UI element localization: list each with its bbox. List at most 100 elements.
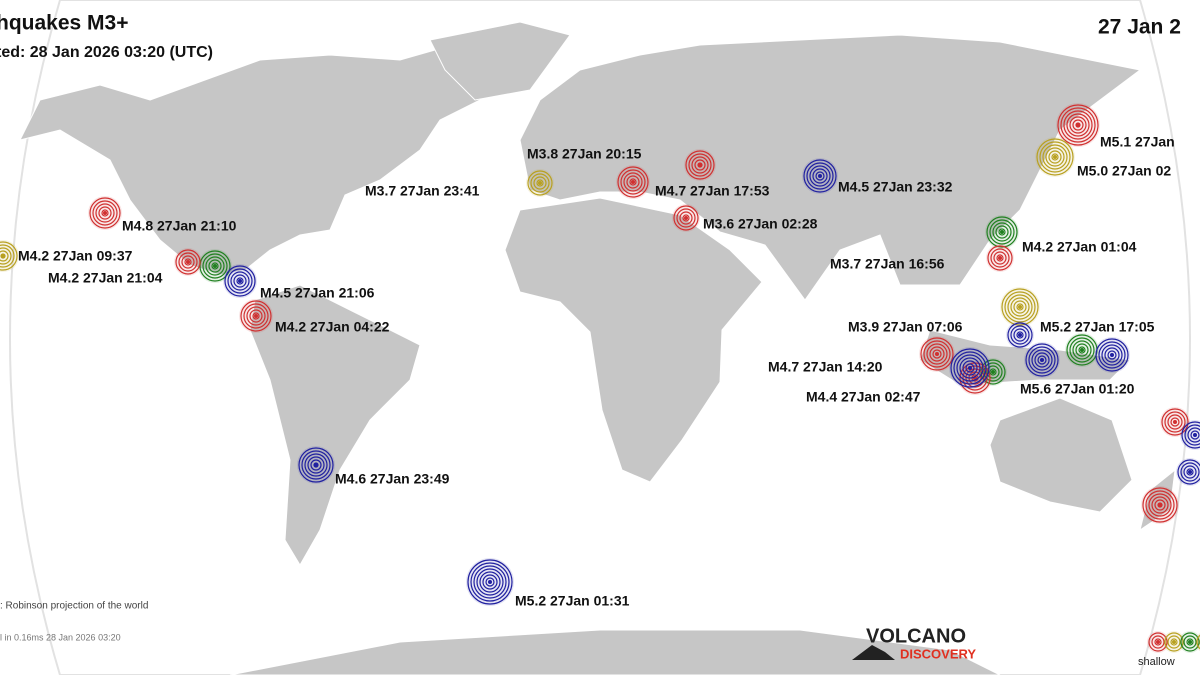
quake-label: M3.6 27Jan 02:28 <box>703 216 818 232</box>
marker-ring <box>479 571 501 593</box>
marker-ring <box>233 274 247 288</box>
marker-ring <box>1151 635 1165 649</box>
marker-ring <box>101 209 109 217</box>
legend-label: shallow <box>1138 656 1175 668</box>
marker-center <box>1018 305 1022 309</box>
quake-marker <box>1180 420 1200 450</box>
marker-ring <box>1183 635 1197 649</box>
marker-ring <box>682 214 690 222</box>
quake-marker <box>1141 486 1179 524</box>
marker-ring <box>240 300 272 332</box>
marker-ring <box>181 255 195 269</box>
marker-ring <box>1028 346 1056 374</box>
quake-marker <box>919 336 955 372</box>
marker-ring <box>812 168 828 184</box>
marker-ring <box>1095 338 1129 372</box>
marker-center <box>684 216 688 220</box>
marker-ring <box>673 205 699 231</box>
marker-ring <box>1148 632 1168 652</box>
marker-ring <box>1037 355 1047 365</box>
quake-marker <box>1163 631 1185 653</box>
quake-marker <box>1179 631 1200 653</box>
quake-label: M4.2 27Jan 04:22 <box>275 319 390 335</box>
quake-marker <box>239 299 273 333</box>
marker-ring <box>1016 331 1024 339</box>
marker-ring <box>95 203 115 223</box>
marker-ring <box>307 456 325 474</box>
marker-center <box>1188 470 1192 474</box>
marker-ring <box>227 268 253 294</box>
marker-ring <box>482 574 498 590</box>
marker-ring <box>1196 634 1200 650</box>
marker-center <box>1193 433 1197 437</box>
logo-subtext: DISCOVERY <box>900 646 976 661</box>
updated-time: ted: 28 Jan 2026 03:20 (UTC) <box>0 44 213 61</box>
marker-ring <box>252 312 260 320</box>
logo-mountain <box>852 645 895 660</box>
marker-ring <box>1148 493 1172 517</box>
marker-ring <box>956 354 984 382</box>
marker-center <box>254 314 258 318</box>
antarctica <box>229 629 1001 675</box>
marker-center <box>213 264 217 268</box>
marker-ring <box>89 197 121 229</box>
marker-ring <box>1170 638 1178 646</box>
marker-ring <box>1078 346 1086 354</box>
marker-ring <box>202 253 228 279</box>
marker-center <box>1172 640 1176 644</box>
marker-ring <box>629 178 637 186</box>
marker-center <box>1173 420 1177 424</box>
marker-ring <box>1180 462 1200 482</box>
marker-center <box>1076 123 1080 127</box>
quake-label: M4.7 27Jan 17:53 <box>655 183 770 199</box>
marker-ring <box>1060 107 1096 143</box>
marker-ring <box>1034 352 1050 368</box>
marker-ring <box>1187 427 1200 443</box>
marker-ring <box>1025 343 1059 377</box>
marker-ring <box>1161 408 1189 436</box>
marker-center <box>631 180 635 184</box>
marker-ring <box>965 368 985 388</box>
quake-marker <box>1147 631 1169 653</box>
marker-ring <box>998 228 1006 236</box>
marker-ring <box>1045 147 1065 167</box>
marker-center <box>1 254 5 258</box>
marker-ring <box>993 251 1007 265</box>
marker-ring <box>1013 300 1027 314</box>
marker-center <box>1080 348 1084 352</box>
marker-ring <box>920 337 954 371</box>
quake-label: M5.0 27Jan 02 <box>1077 163 1171 179</box>
quake-marker <box>88 196 122 230</box>
marker-center <box>1158 503 1162 507</box>
marker-ring <box>989 368 997 376</box>
marker-ring <box>230 271 250 291</box>
quake-marker <box>949 347 991 389</box>
marker-ring <box>0 244 15 268</box>
marker-ring <box>1101 344 1123 366</box>
quake-marker <box>223 264 257 298</box>
marker-ring <box>1069 337 1095 363</box>
marker-ring <box>1183 465 1197 479</box>
quake-marker <box>1160 407 1190 437</box>
marker-ring <box>676 208 696 228</box>
marker-center <box>1000 230 1004 234</box>
marker-ring <box>208 259 222 273</box>
quake-marker <box>986 244 1014 272</box>
marker-ring <box>685 150 715 180</box>
quake-label: M5.2 27Jan 17:05 <box>1040 319 1155 335</box>
quake-label: M3.7 27Jan 23:41 <box>365 183 480 199</box>
marker-ring <box>1036 138 1074 176</box>
quake-marker <box>297 446 335 484</box>
marker-center <box>818 174 822 178</box>
marker-ring <box>1184 424 1200 446</box>
marker-ring <box>1013 328 1027 342</box>
marker-ring <box>987 245 1013 271</box>
depth-legend <box>1147 631 1200 653</box>
quake-marker <box>802 158 838 194</box>
marker-ring <box>617 166 649 198</box>
marker-ring <box>310 459 322 471</box>
marker-ring <box>1142 487 1178 523</box>
quake-marker <box>1195 632 1200 652</box>
marker-ring <box>536 179 544 187</box>
marker-ring <box>1104 347 1120 363</box>
